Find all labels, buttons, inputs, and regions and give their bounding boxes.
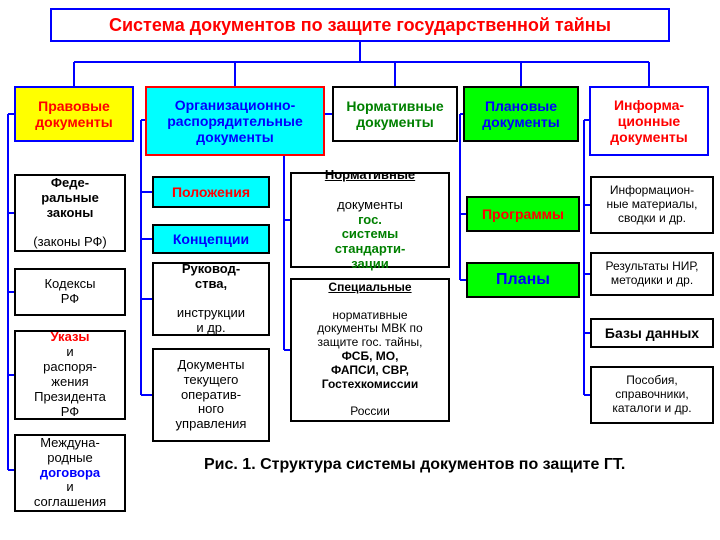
info-item-2: Базы данных [590, 318, 714, 348]
org-item-0: Положения [152, 176, 270, 208]
norm-item-0: Нормативныедокументы гос.системыстандарт… [290, 172, 450, 268]
org-item-2: Руковод-ства,инструкциии др. [152, 262, 270, 336]
top-norm: Нормативные документы [332, 86, 458, 142]
legal-item-1: КодексыРФ [14, 268, 126, 316]
info-item-0: Информацион-ные материалы,сводки и др. [590, 176, 714, 234]
org-item-3: Документытекущегооператив-ногоуправления [152, 348, 270, 442]
legal-item-3: Междуна-родныедоговора исоглашения [14, 434, 126, 512]
plan-item-1: Планы [466, 262, 580, 298]
org-item-1: Концепции [152, 224, 270, 254]
top-org: Организационно-распорядительные документ… [145, 86, 325, 156]
norm-item-1: Специальныенормативныедокументы МВК поза… [290, 278, 450, 422]
top-info: Информа-ционные документы [589, 86, 709, 156]
diagram-caption: Рис. 1. Структура системы документов по … [204, 456, 625, 474]
info-item-1: Результаты НИР,методики и др. [590, 252, 714, 296]
plan-item-0: Программы [466, 196, 580, 232]
legal-item-0: Феде-ральныезаконы(законы РФ) [14, 174, 126, 252]
legal-item-2: Указы ираспоря-женияПрезидентаРФ [14, 330, 126, 420]
diagram-title: Система документов по защите государстве… [50, 8, 670, 42]
top-plan: Плановые документы [463, 86, 579, 142]
top-legal: Правовые документы [14, 86, 134, 142]
info-item-3: Пособия,справочники,каталоги и др. [590, 366, 714, 424]
